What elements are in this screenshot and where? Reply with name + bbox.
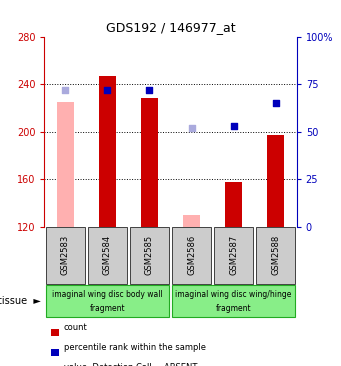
- Text: count: count: [64, 323, 88, 332]
- Bar: [141, 98, 158, 227]
- Point: [189, 125, 194, 131]
- Bar: [99, 76, 116, 227]
- Text: fragment: fragment: [90, 304, 125, 313]
- Bar: [183, 215, 200, 227]
- Text: tissue  ►: tissue ►: [0, 296, 41, 306]
- Text: imaginal wing disc wing/hinge: imaginal wing disc wing/hinge: [175, 290, 292, 299]
- Text: GSM2583: GSM2583: [61, 235, 70, 275]
- Text: value, Detection Call = ABSENT: value, Detection Call = ABSENT: [64, 363, 197, 366]
- Title: GDS192 / 146977_at: GDS192 / 146977_at: [106, 21, 235, 34]
- Text: GSM2588: GSM2588: [271, 235, 280, 275]
- Bar: [225, 182, 242, 227]
- Point: [105, 87, 110, 93]
- Text: GSM2587: GSM2587: [229, 235, 238, 275]
- Text: imaginal wing disc body wall: imaginal wing disc body wall: [52, 290, 163, 299]
- Text: percentile rank within the sample: percentile rank within the sample: [64, 343, 206, 352]
- Point: [273, 100, 278, 106]
- Bar: [267, 135, 284, 227]
- Text: GSM2586: GSM2586: [187, 235, 196, 275]
- Bar: [57, 102, 74, 227]
- Point: [63, 87, 68, 93]
- Point: [147, 87, 152, 93]
- Text: GSM2584: GSM2584: [103, 235, 112, 275]
- Text: fragment: fragment: [216, 304, 251, 313]
- Text: GSM2585: GSM2585: [145, 235, 154, 275]
- Point: [231, 123, 236, 129]
